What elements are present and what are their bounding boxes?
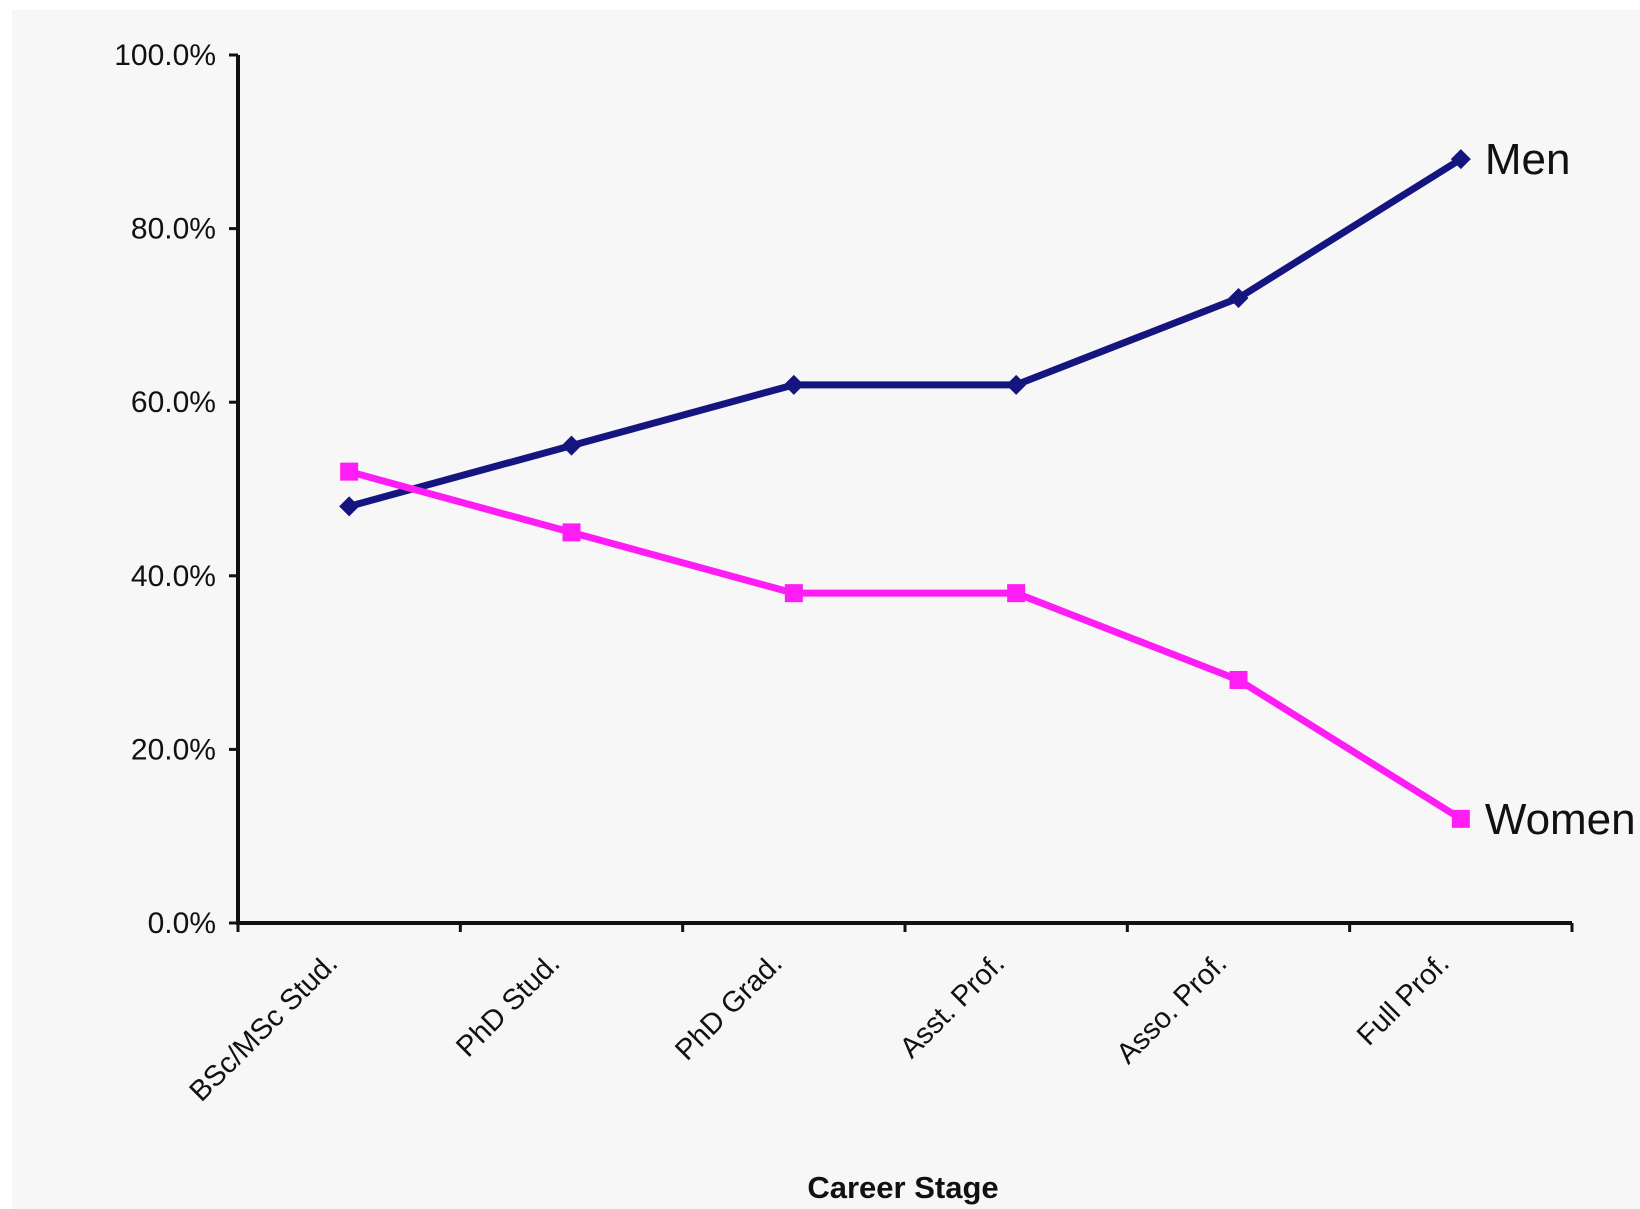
- x-tick-label: PhD Grad.: [669, 947, 789, 1067]
- women-point: [1007, 584, 1026, 603]
- x-tick-label: Asso. Prof.: [1111, 947, 1234, 1070]
- women-point: [1451, 809, 1470, 828]
- series-women: Women: [340, 462, 1636, 844]
- men-point: [783, 374, 804, 395]
- series-men: Men: [339, 135, 1571, 517]
- y-tick-label: 100.0%: [114, 39, 216, 72]
- men-point: [339, 496, 360, 517]
- men-point: [561, 435, 582, 456]
- x-axis-title: Career Stage: [807, 1170, 998, 1205]
- men-line: [345, 155, 1465, 510]
- men-series-label: Men: [1485, 135, 1571, 184]
- x-tick-label: Asst. Prof.: [894, 947, 1011, 1064]
- x-tick-label: BSc/MSc Stud.: [184, 947, 345, 1108]
- y-tick-label: 20.0%: [131, 733, 216, 766]
- men-point: [1450, 149, 1471, 170]
- women-point: [784, 584, 803, 603]
- y-tick-label: 0.0%: [148, 907, 216, 940]
- x-ticks: BSc/MSc Stud. PhD Stud. PhD Grad. Asst. Pro…: [184, 923, 1574, 1108]
- women-line: [345, 468, 1465, 823]
- axes: [236, 55, 1572, 925]
- y-tick-label: 80.0%: [131, 213, 216, 246]
- x-tick-label: PhD Stud.: [450, 947, 566, 1063]
- x-tick-label: Full Prof.: [1351, 947, 1456, 1052]
- y-ticks: 0.0% 20.0% 40.0% 60.0% 80.0% 100.0%: [114, 39, 238, 940]
- men-point: [1228, 288, 1249, 309]
- women-point: [340, 462, 359, 481]
- y-tick-label: 40.0%: [131, 560, 216, 593]
- men-point: [1006, 374, 1027, 395]
- women-point: [562, 523, 581, 542]
- series: Men Women: [339, 135, 1636, 844]
- women-point: [1229, 670, 1248, 689]
- chart-background: [12, 10, 1640, 1209]
- y-tick-label: 60.0%: [131, 386, 216, 419]
- women-series-label: Women: [1485, 795, 1636, 844]
